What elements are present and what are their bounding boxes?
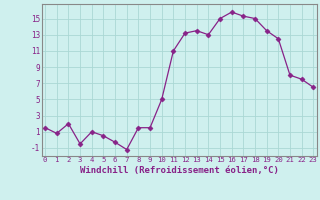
X-axis label: Windchill (Refroidissement éolien,°C): Windchill (Refroidissement éolien,°C)	[80, 166, 279, 175]
